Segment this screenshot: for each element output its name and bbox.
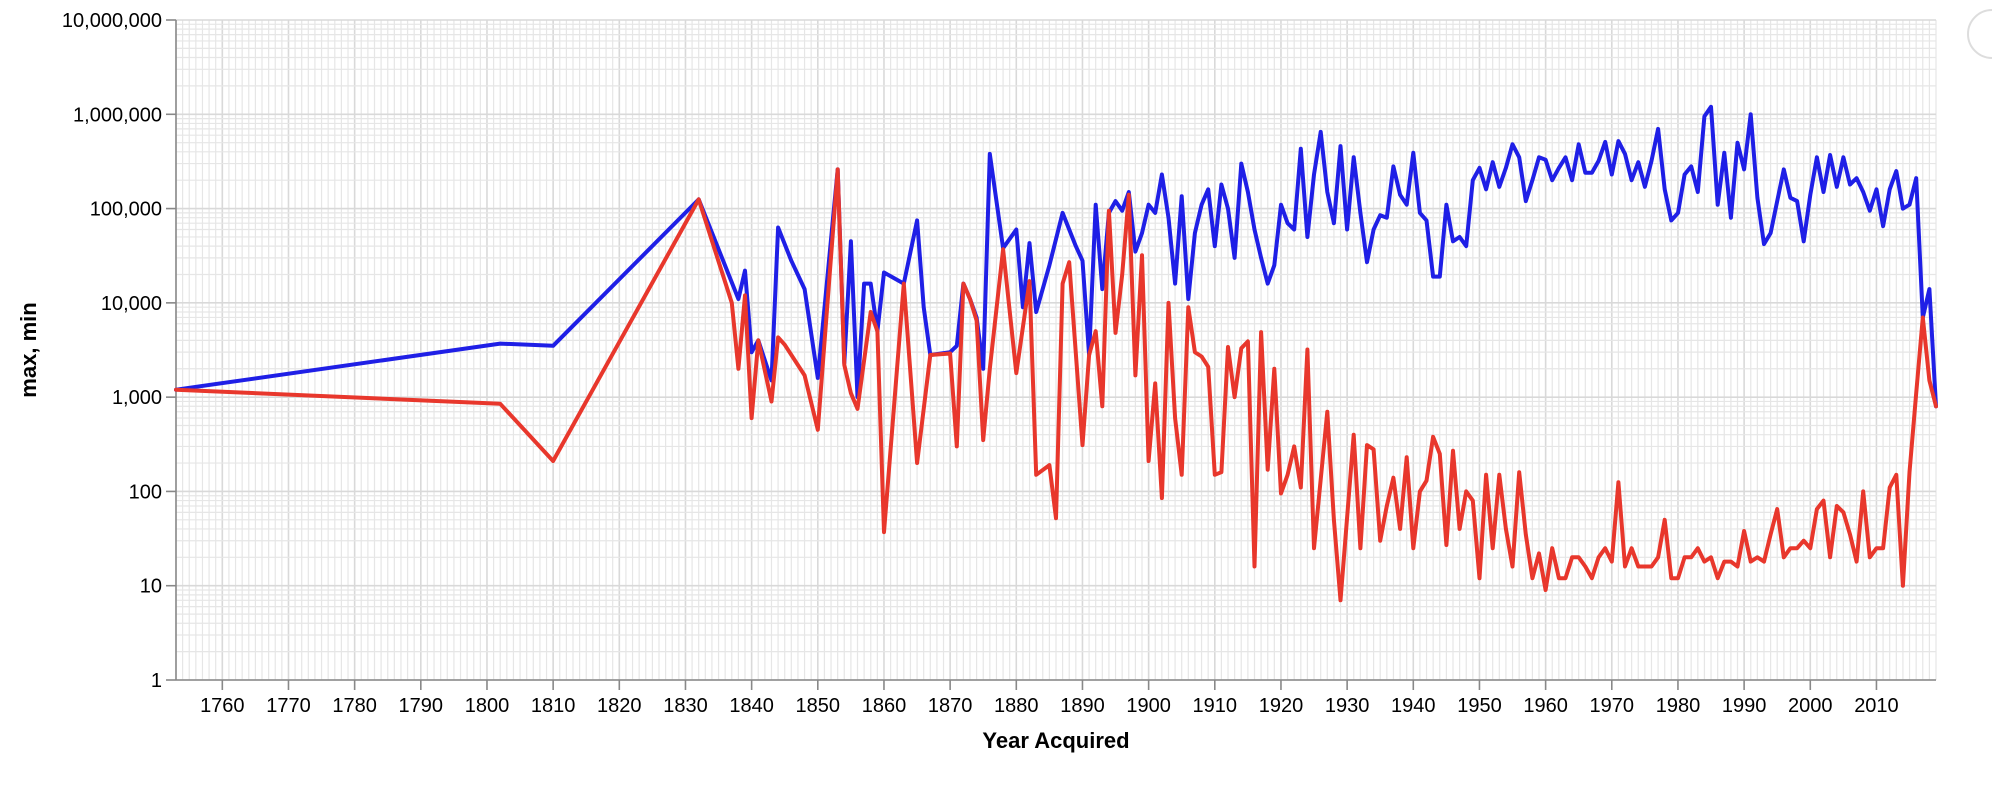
x-tick-label: 1790 [399, 695, 444, 717]
y-tick-label: 100 [129, 481, 162, 503]
x-tick-label: 2000 [1788, 695, 1833, 717]
x-tick-label: 1780 [332, 695, 377, 717]
x-tick-label: 1940 [1391, 695, 1436, 717]
y-axis-title: max, min [16, 302, 41, 397]
x-tick-label: 1760 [200, 695, 245, 717]
x-tick-label: 1860 [862, 695, 907, 717]
x-tick-label: 1980 [1656, 695, 1701, 717]
x-tick-label: 1900 [1126, 695, 1171, 717]
x-tick-label: 1970 [1590, 695, 1635, 717]
y-tick-label: 1 [151, 670, 162, 692]
x-tick-label: 1810 [531, 695, 576, 717]
x-tick-label: 1800 [465, 695, 510, 717]
x-axis-title: Year Acquired [982, 728, 1129, 753]
tick-labels: 1 10 100 1,000 10,000 100,000 1,000,000 10,000,… [62, 10, 1899, 717]
grid [175, 19, 1937, 681]
series-line-min [174, 167, 1938, 603]
y-tick-label: 1,000 [112, 387, 162, 409]
x-tick-label: 1910 [1193, 695, 1238, 717]
x-tick-label: 1770 [266, 695, 311, 717]
x-tick-label: 1920 [1259, 695, 1304, 717]
y-tick-label: 10 [140, 576, 162, 598]
chart-action-button[interactable] [1967, 9, 1992, 59]
axes [175, 20, 1936, 681]
x-tick-label: 1990 [1722, 695, 1767, 717]
x-tick-label: 1830 [663, 695, 708, 717]
y-tick-label: 10,000,000 [62, 10, 162, 32]
x-tick-label: 1890 [1060, 695, 1105, 717]
y-tick-label: 100,000 [90, 199, 162, 221]
x-tick-label: 1870 [928, 695, 973, 717]
y-tick-label: 10,000 [101, 293, 162, 315]
x-tick-label: 1880 [994, 695, 1039, 717]
series-group [174, 104, 1938, 603]
y-tick-label: 1,000,000 [73, 104, 162, 126]
x-tick-label: 1850 [796, 695, 841, 717]
x-tick-label: 2010 [1854, 695, 1899, 717]
x-tick-label: 1840 [729, 695, 774, 717]
x-tick-label: 1950 [1457, 695, 1502, 717]
x-tick-label: 1960 [1523, 695, 1568, 717]
x-tick-label: 1820 [597, 695, 642, 717]
x-tick-label: 1930 [1325, 695, 1370, 717]
